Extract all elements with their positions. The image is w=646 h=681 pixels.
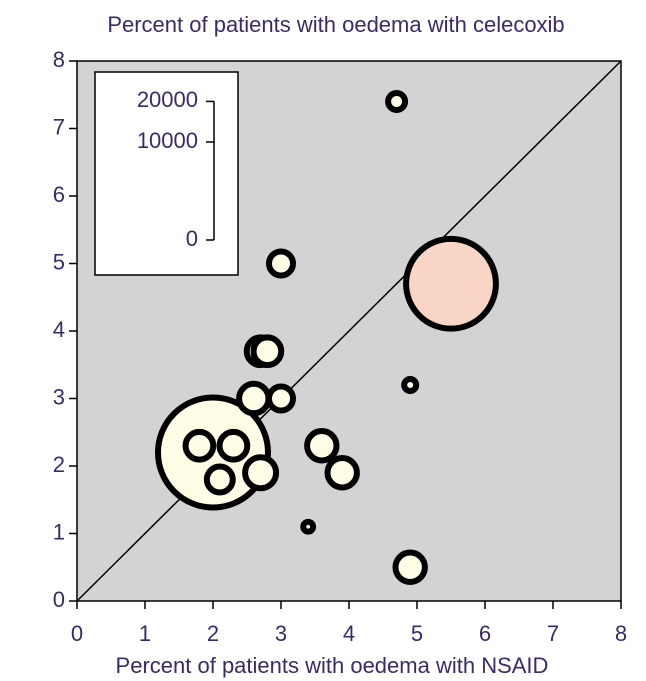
bubble: [392, 549, 428, 585]
bubble: [216, 428, 251, 463]
bubble: [182, 428, 217, 463]
bubble: [403, 235, 499, 332]
bubble: [401, 375, 420, 395]
y-tick-label: 1: [53, 519, 65, 544]
y-tick-label: 6: [53, 182, 65, 207]
y-tick-label: 7: [53, 114, 65, 139]
x-tick-label: 5: [411, 621, 423, 646]
x-tick-label: 8: [615, 621, 627, 646]
y-tick-label: 8: [53, 47, 65, 72]
y-tick-label: 0: [53, 587, 65, 612]
y-tick-label: 2: [53, 452, 65, 477]
x-tick-label: 1: [139, 621, 151, 646]
bubble: [250, 334, 285, 369]
y-tick-label: 4: [53, 317, 65, 342]
bubble: [265, 248, 297, 279]
bubble: [203, 463, 236, 496]
bubble: [265, 383, 297, 414]
chart-title: Percent of patients with oedema with cel…: [107, 12, 564, 37]
x-tick-label: 2: [207, 621, 219, 646]
x-tick-label: 6: [479, 621, 491, 646]
bubble: [300, 518, 317, 535]
bubble: [304, 428, 340, 464]
size-legend-label: 0: [186, 226, 198, 251]
x-tick-label: 0: [71, 621, 83, 646]
y-tick-label: 3: [53, 384, 65, 409]
y-tick-label: 5: [53, 249, 65, 274]
x-tick-label: 7: [547, 621, 559, 646]
x-tick-label: 3: [275, 621, 287, 646]
bubble: [242, 454, 280, 492]
bubble: [324, 455, 360, 491]
size-legend-label: 10000: [137, 128, 198, 153]
bubble: [385, 90, 409, 113]
diagonal-line: [76, 60, 622, 602]
x-axis-label: Percent of patients with oedema with NSA…: [116, 653, 549, 678]
x-tick-label: 4: [343, 621, 355, 646]
bubble: [236, 380, 272, 417]
size-legend-label: 20000: [137, 87, 198, 112]
